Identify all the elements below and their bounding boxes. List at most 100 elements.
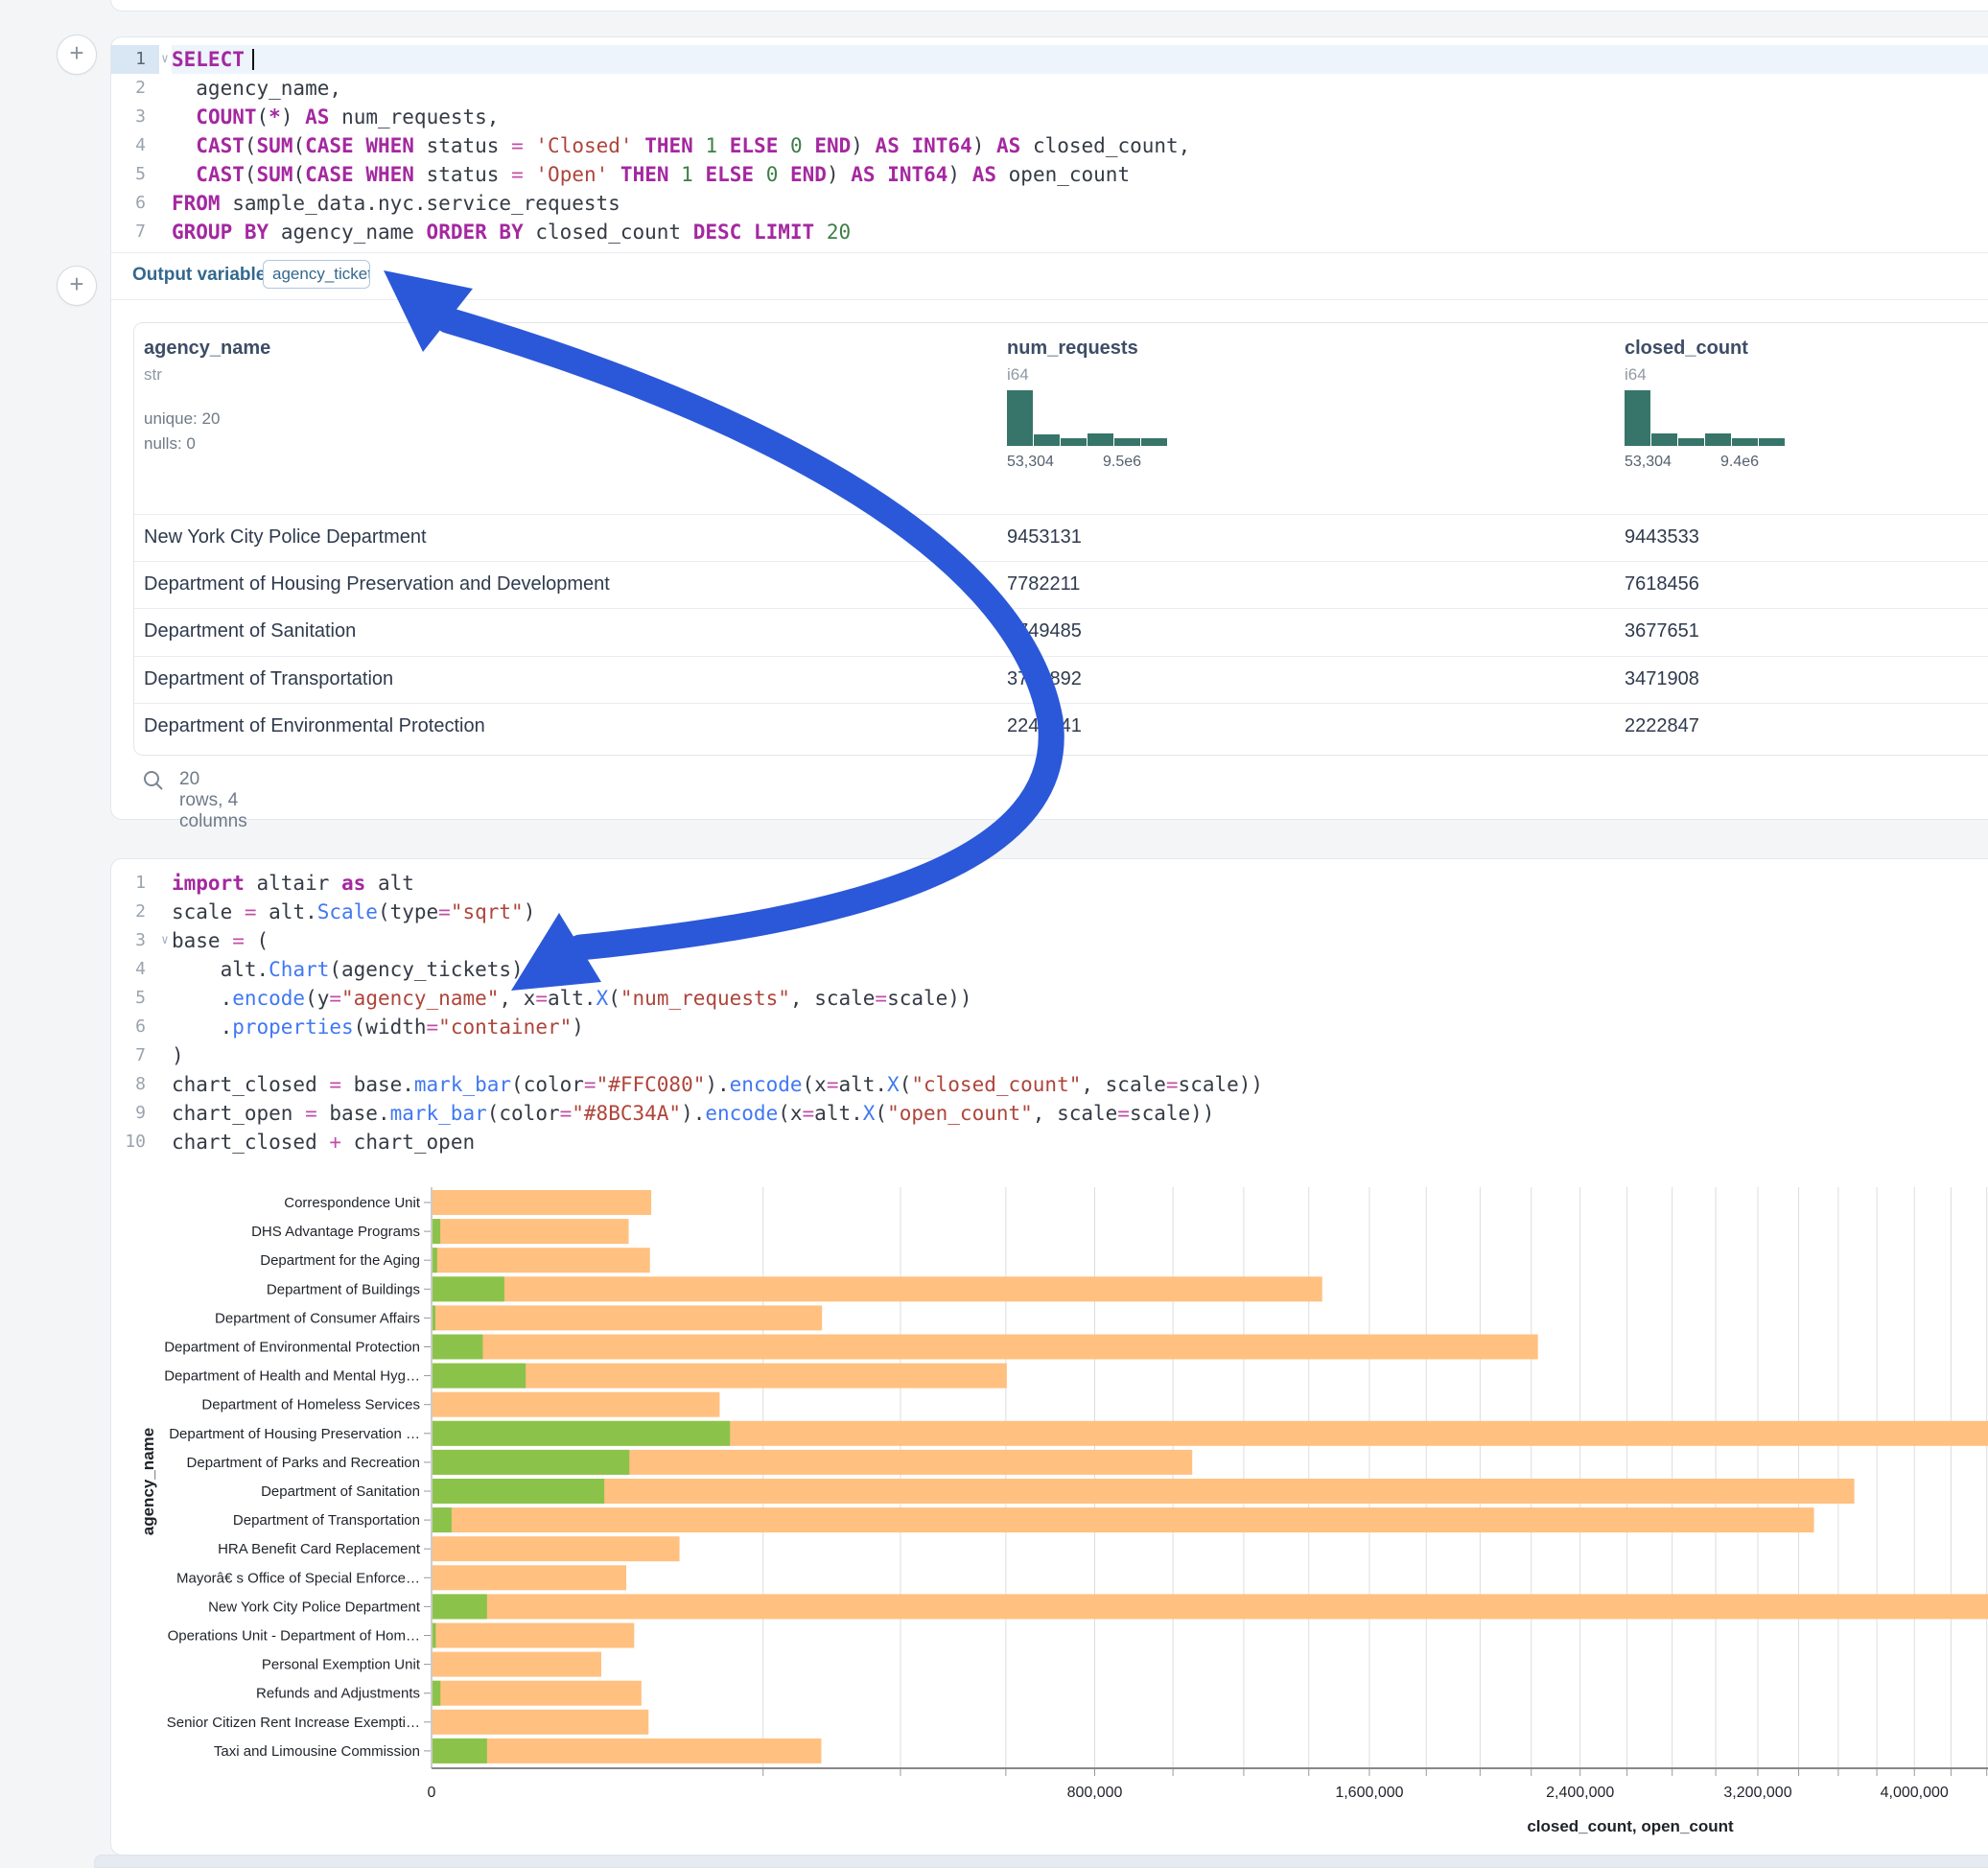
table-row[interactable]: Department of Transportation 3774892 34719… xyxy=(134,655,1988,704)
y-tick-label: Department of Parks and Recreation xyxy=(187,1455,420,1471)
bar-closed_count xyxy=(433,1565,627,1591)
python-code-editor[interactable]: 1 import altair as alt 2 scale = alt.Scale(… xyxy=(111,869,1988,1156)
table-row[interactable]: New York City Police Department 9453131 94… xyxy=(134,514,1988,562)
y-tick-label: Taxi and Limousine Commission xyxy=(214,1743,420,1760)
add-cell-button-top[interactable]: + xyxy=(57,35,97,75)
bar-closed_count xyxy=(433,1709,649,1735)
line-number: 2 xyxy=(135,901,146,922)
code-line[interactable]: 5 CAST(SUM(CASE WHEN status = 'Open' THE… xyxy=(111,160,1988,189)
column-histogram: 53,304 9.4e6 xyxy=(1625,383,1788,471)
bar-open_count xyxy=(433,1248,437,1273)
code-text: .encode(y="agency_name", x=alt.X("num_re… xyxy=(172,987,972,1010)
line-number: 6 xyxy=(135,1016,146,1037)
bar-open_count xyxy=(433,1738,487,1763)
row-column-count: 20 rows, 4 columns xyxy=(179,769,247,831)
bar-closed_count xyxy=(433,1276,1322,1302)
table-row[interactable]: Department of Sanitation 3749485 3677651 xyxy=(134,608,1988,656)
bar-closed_count xyxy=(433,1507,1814,1533)
code-text: alt.Chart(agency_tickets) xyxy=(172,958,524,981)
code-text: CAST(SUM(CASE WHEN status = 'Closed' THE… xyxy=(196,134,1191,157)
add-cell-button-output[interactable]: + xyxy=(57,266,97,306)
code-line[interactable]: 7) xyxy=(111,1041,1988,1070)
table-row[interactable]: Department of Housing Preservation and D… xyxy=(134,561,1988,609)
bar-closed_count xyxy=(433,1738,822,1763)
line-number: 3 xyxy=(135,106,146,127)
hist-max-label: 9.5e6 xyxy=(1103,454,1142,470)
bar-closed_count xyxy=(433,1594,1988,1620)
table-cell: Department of Sanitation xyxy=(144,620,357,642)
line-number: 1 xyxy=(111,45,159,74)
fold-chevron-icon[interactable]: ∨ xyxy=(161,52,169,66)
output-variable-input[interactable]: agency_tickets xyxy=(263,260,370,289)
next-cell-edge xyxy=(94,1855,1988,1868)
line-number: 8 xyxy=(135,1074,146,1094)
code-line[interactable]: 8 chart_closed = base.mark_bar(color="#FF… xyxy=(111,1070,1988,1099)
bar-open_count xyxy=(433,1276,504,1302)
column-header-closed_count[interactable]: closed_count i64 53,304 9.4e6 xyxy=(1625,323,1970,514)
output-variable-row: Output variable: agency_tickets xyxy=(111,252,1988,300)
code-line[interactable]: 6 FROM sample_data.nyc.service_requests xyxy=(111,189,1988,218)
y-tick-label: DHS Advantage Programs xyxy=(251,1224,420,1240)
output-variable-label: Output variable: xyxy=(132,265,272,285)
x-tick-label: 0 xyxy=(428,1785,436,1801)
y-tick-label: New York City Police Department xyxy=(208,1599,421,1615)
line-number: 6 xyxy=(135,193,146,213)
code-text: chart_closed = base.mark_bar(color="#FFC… xyxy=(172,1073,1264,1096)
y-tick-label: Department of Consumer Affairs xyxy=(215,1310,420,1326)
hist-min-label: 53,304 xyxy=(1007,454,1054,470)
line-number: 10 xyxy=(125,1132,146,1152)
bar-open_count xyxy=(433,1363,526,1389)
table-cell: 2240041 xyxy=(1007,714,1082,736)
table-cell: 3677651 xyxy=(1625,620,1699,642)
column-name: agency_name xyxy=(144,338,271,359)
code-line[interactable]: 4 CAST(SUM(CASE WHEN status = 'Closed' T… xyxy=(111,131,1988,160)
table-row[interactable]: Department of Environmental Protection 22… xyxy=(134,702,1988,751)
bar-closed_count xyxy=(433,1651,601,1677)
x-tick-label: 800,000 xyxy=(1067,1785,1123,1801)
code-line[interactable]: 5 .encode(y="agency_name", x=alt.X("num_… xyxy=(111,984,1988,1013)
line-number: 5 xyxy=(135,988,146,1008)
fold-chevron-icon[interactable]: ∨ xyxy=(161,933,169,947)
code-text: CAST(SUM(CASE WHEN status = 'Open' THEN … xyxy=(196,163,1131,186)
x-axis-title: closed_count, open_count xyxy=(1527,1817,1734,1835)
line-number: 9 xyxy=(135,1103,146,1123)
column-header-num_requests[interactable]: num_requests i64 53,304 9.5e6 xyxy=(1007,323,1352,514)
code-text: import altair as alt xyxy=(172,872,414,895)
y-tick-label: Correspondence Unit xyxy=(284,1195,421,1211)
code-line[interactable]: 3 ∨ base = ( xyxy=(111,926,1988,955)
code-line[interactable]: 1 ∨ SELECT xyxy=(111,45,1988,74)
code-line[interactable]: 10 chart_closed + chart_open xyxy=(111,1128,1988,1156)
previous-cell-edge xyxy=(110,0,1988,12)
bar-open_count xyxy=(433,1680,441,1706)
table-cell: Department of Environmental Protection xyxy=(144,714,485,736)
code-line[interactable]: 2 scale = alt.Scale(type="sqrt") xyxy=(111,898,1988,926)
column-header-agency_name[interactable]: agency_name str unique: 20 nulls: 0 xyxy=(144,323,489,514)
bar-open_count xyxy=(433,1420,731,1446)
code-line[interactable]: 7 GROUP BY agency_name ORDER BY closed_co… xyxy=(111,218,1988,246)
y-tick-label: Department of Health and Mental Hyg… xyxy=(164,1368,420,1385)
x-tick-label: 3,200,000 xyxy=(1723,1785,1791,1801)
code-text: COUNT(*) AS num_requests, xyxy=(196,105,500,128)
code-line[interactable]: 2 agency_name, xyxy=(111,74,1988,103)
table-cell: New York City Police Department xyxy=(144,526,427,548)
sql-code-editor[interactable]: 1 ∨ SELECT 2 agency_name, 3 COUNT(*) AS num_… xyxy=(111,45,1988,246)
bar-closed_count xyxy=(433,1190,652,1215)
code-line[interactable]: 4 alt.Chart(agency_tickets) xyxy=(111,955,1988,984)
table-cell: 3749485 xyxy=(1007,620,1082,642)
line-number: 2 xyxy=(135,78,146,98)
y-tick-label: Department of Homeless Services xyxy=(201,1397,420,1413)
search-icon[interactable] xyxy=(141,768,166,793)
code-line[interactable]: 3 COUNT(*) AS num_requests, xyxy=(111,103,1988,131)
code-line[interactable]: 6 .properties(width="container") xyxy=(111,1013,1988,1041)
y-tick-label: Personal Exemption Unit xyxy=(262,1657,421,1673)
bar-closed_count xyxy=(433,1305,823,1331)
code-text: chart_open = base.mark_bar(color="#8BC34… xyxy=(172,1102,1215,1125)
code-line[interactable]: 1 import altair as alt xyxy=(111,869,1988,898)
code-line[interactable]: 9 chart_open = base.mark_bar(color="#8BC3… xyxy=(111,1099,1988,1128)
bar-closed_count xyxy=(433,1391,720,1417)
sql-cell-card: 1 ∨ SELECT 2 agency_name, 3 COUNT(*) AS num_… xyxy=(110,36,1988,831)
bar-closed_count xyxy=(433,1334,1538,1360)
column-histogram: 53,304 9.5e6 xyxy=(1007,383,1170,471)
table-cell: 9453131 xyxy=(1007,526,1082,548)
bar-closed_count xyxy=(433,1248,650,1273)
